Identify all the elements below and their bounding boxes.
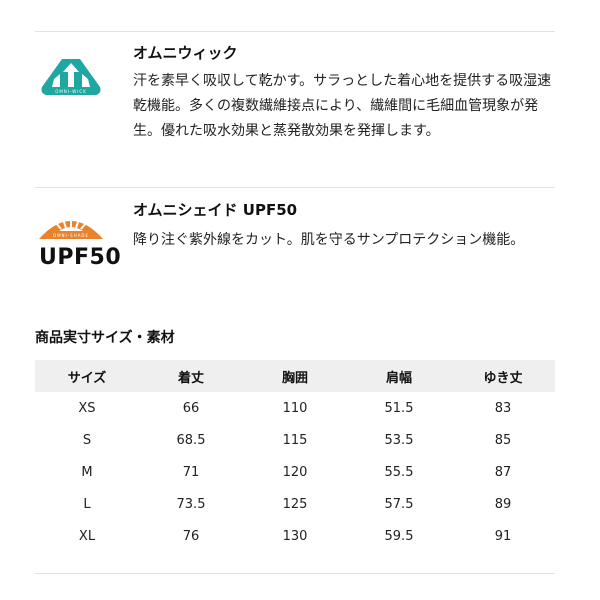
column-header: 肩幅 xyxy=(347,360,451,392)
omni-shade-logo-icon: OMNI-SHADE xyxy=(39,217,103,239)
svg-text:OMNI-WICK: OMNI-WICK xyxy=(55,89,87,94)
table-cell: 125 xyxy=(282,496,308,512)
omni-wick-logo-icon: OMNI-WICK xyxy=(41,59,101,95)
table-header-row: サイズ 着丈 胸囲 肩幅 ゆき丈 xyxy=(35,360,555,392)
table-cell: 91 xyxy=(494,528,512,544)
table-row: L 73.5 125 57.5 89 xyxy=(35,488,555,520)
table-cell: XL xyxy=(78,528,96,544)
feature-description: 汗を素早く吸収して乾かす。サラっとした着心地を提供する吸湿速乾機能。多くの複数繊… xyxy=(133,73,552,139)
table-row: S 68.5 115 53.5 85 xyxy=(35,424,555,456)
table-cell: 53.5 xyxy=(384,432,414,448)
table-row: M 71 120 55.5 87 xyxy=(35,456,555,488)
feature-omni-wick: OMNI-WICK オムニウィック 汗を素早く吸収して乾かす。サラっとした着心地… xyxy=(35,31,555,187)
table-cell: M xyxy=(81,464,93,480)
column-header: ゆき丈 xyxy=(451,360,555,392)
feature-omni-shade: OMNI-SHADE UPF50 オムニシェイド UPF50 降り注ぐ紫外線をカ… xyxy=(35,187,555,287)
table-cell: 89 xyxy=(494,496,512,512)
table-cell: 59.5 xyxy=(384,528,414,544)
feature-description: 降り注ぐ紫外線をカット。肌を守るサンプロテクション機能。 xyxy=(133,232,525,248)
table-row: XL 76 130 59.5 91 xyxy=(35,520,555,552)
svg-text:OMNI-SHADE: OMNI-SHADE xyxy=(53,233,89,238)
table-row: XS 66 110 51.5 83 xyxy=(35,392,555,424)
table-cell: 51.5 xyxy=(384,400,414,416)
table-cell: 55.5 xyxy=(384,464,414,480)
table-cell: 120 xyxy=(282,464,308,480)
table-cell: S xyxy=(82,432,92,448)
table-cell: 76 xyxy=(182,528,200,544)
table-cell: 57.5 xyxy=(384,496,414,512)
table-cell: 110 xyxy=(282,400,308,416)
table-cell: 83 xyxy=(494,400,512,416)
table-cell: 130 xyxy=(282,528,308,544)
upf50-label: UPF50 xyxy=(39,245,122,270)
feature-title: オムニシェイド UPF50 xyxy=(133,201,298,219)
feature-divider xyxy=(35,187,555,188)
table-cell: XS xyxy=(78,400,96,416)
table-cell: 66 xyxy=(182,400,200,416)
top-divider xyxy=(35,31,555,32)
size-section-title: 商品実寸サイズ・素材 xyxy=(35,330,175,346)
feature-title: オムニウィック xyxy=(133,44,238,62)
table-cell: 115 xyxy=(282,432,308,448)
table-cell: 87 xyxy=(494,464,512,480)
table-cell: 68.5 xyxy=(176,432,206,448)
size-table: サイズ 着丈 胸囲 肩幅 ゆき丈 XS 66 110 51.5 83 S 68.5 115 53… xyxy=(35,360,555,552)
table-cell: L xyxy=(83,496,91,512)
column-header: 着丈 xyxy=(139,360,243,392)
column-header: サイズ xyxy=(35,360,139,392)
column-header: 胸囲 xyxy=(243,360,347,392)
bottom-divider xyxy=(35,573,555,574)
table-cell: 71 xyxy=(182,464,200,480)
table-cell: 73.5 xyxy=(176,496,206,512)
table-cell: 85 xyxy=(494,432,512,448)
